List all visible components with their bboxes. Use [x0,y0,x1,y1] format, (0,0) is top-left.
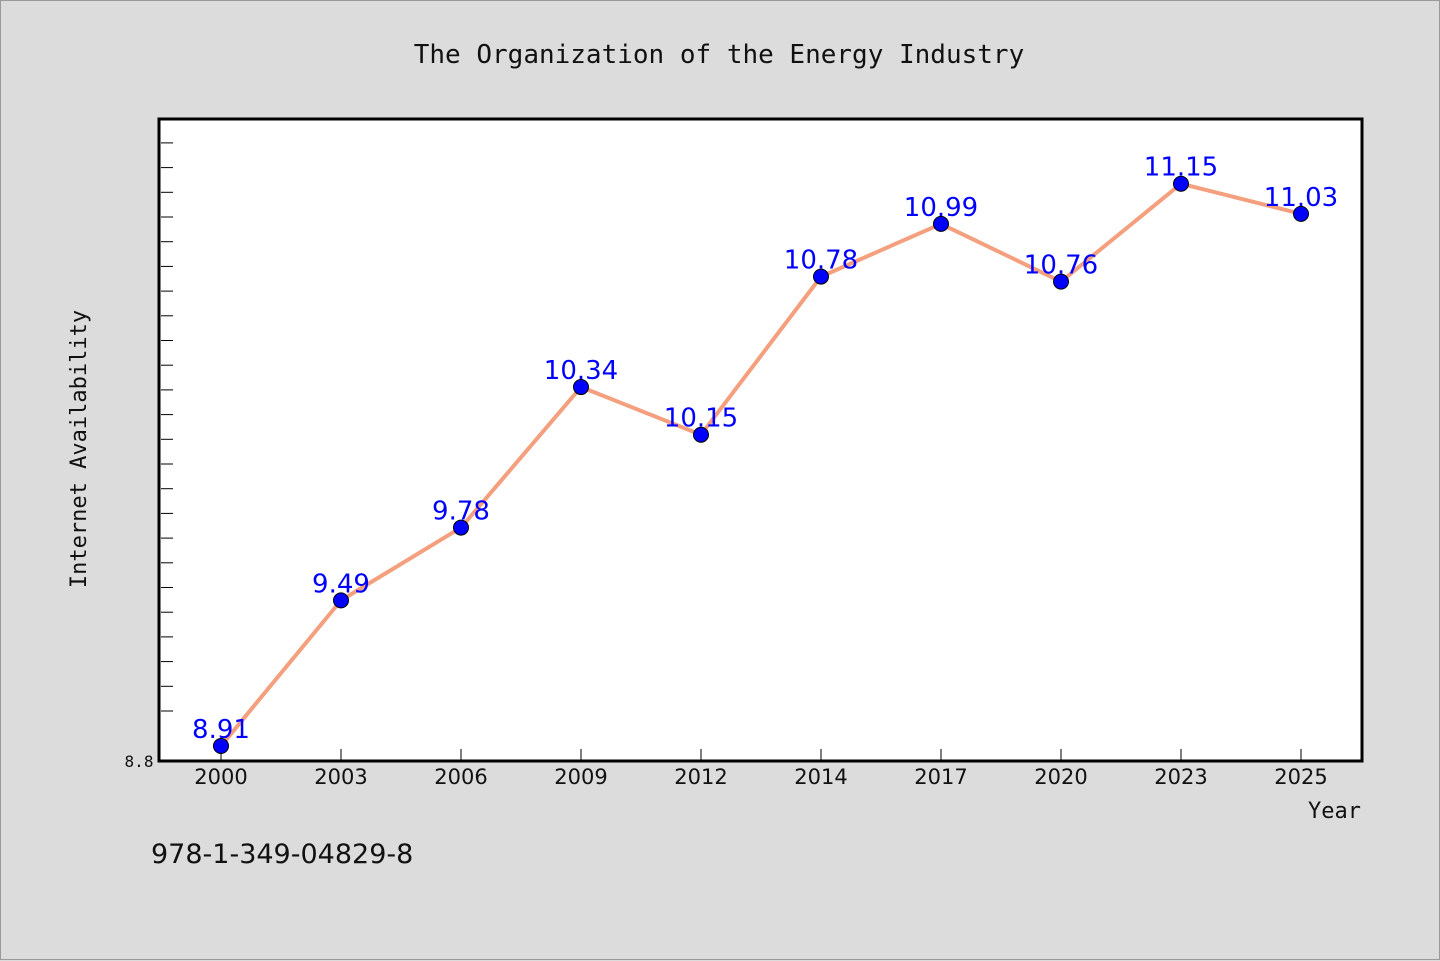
x-tick-label: 2020 [1034,765,1087,789]
data-label: 10.78 [784,246,858,276]
data-point [333,592,349,609]
data-point [693,426,709,443]
x-tick-label: 2009 [554,765,607,789]
data-label: 10.15 [664,404,738,434]
data-point [453,519,469,536]
y-axis-ticks [161,142,173,712]
x-tick-label: 2017 [914,765,967,789]
series-line-group [219,181,1302,748]
x-tick-label: 2025 [1274,765,1327,789]
data-point [813,268,829,285]
data-point [933,215,949,232]
data-labels: 8.91 9.49 9.78 10.34 10.15 10.78 10.99 10.76 11.… [192,153,1338,745]
isbn-text: 978-1-349-04829-8 [151,839,413,870]
data-label: 11.15 [1144,153,1218,183]
x-tick-label: 2012 [674,765,727,789]
x-tick-label: 2006 [434,765,487,789]
series-markers [213,175,1309,754]
data-label: 10.99 [904,193,978,223]
series-line [219,181,1302,748]
data-label: 9.49 [312,569,370,599]
x-tick-label: 2014 [794,765,847,789]
x-tick-label: 2000 [194,765,247,789]
x-tick-label: 2003 [314,765,367,789]
data-label: 10.34 [544,356,618,386]
x-axis-label: Year [1308,799,1361,824]
data-label: 8.91 [192,715,250,745]
data-point [1173,175,1189,192]
data-point [213,737,229,754]
x-tick-label: 2023 [1154,765,1207,789]
data-point [1293,205,1309,222]
plot-area [157,117,1364,763]
x-axis-ticks: 2000 2003 2006 2009 2012 2014 2017 2020 2023 2025 [194,749,1328,789]
data-label: 9.78 [432,497,490,527]
chart-title: The Organization of the Energy Industry [414,40,1024,70]
y-tick-label: 8.8 [125,752,154,771]
data-label: 10.76 [1024,251,1098,281]
data-point [573,379,589,396]
y-axis-label: Internet Availability [67,310,92,588]
data-label: 11.03 [1264,183,1338,213]
data-point [1053,273,1069,290]
